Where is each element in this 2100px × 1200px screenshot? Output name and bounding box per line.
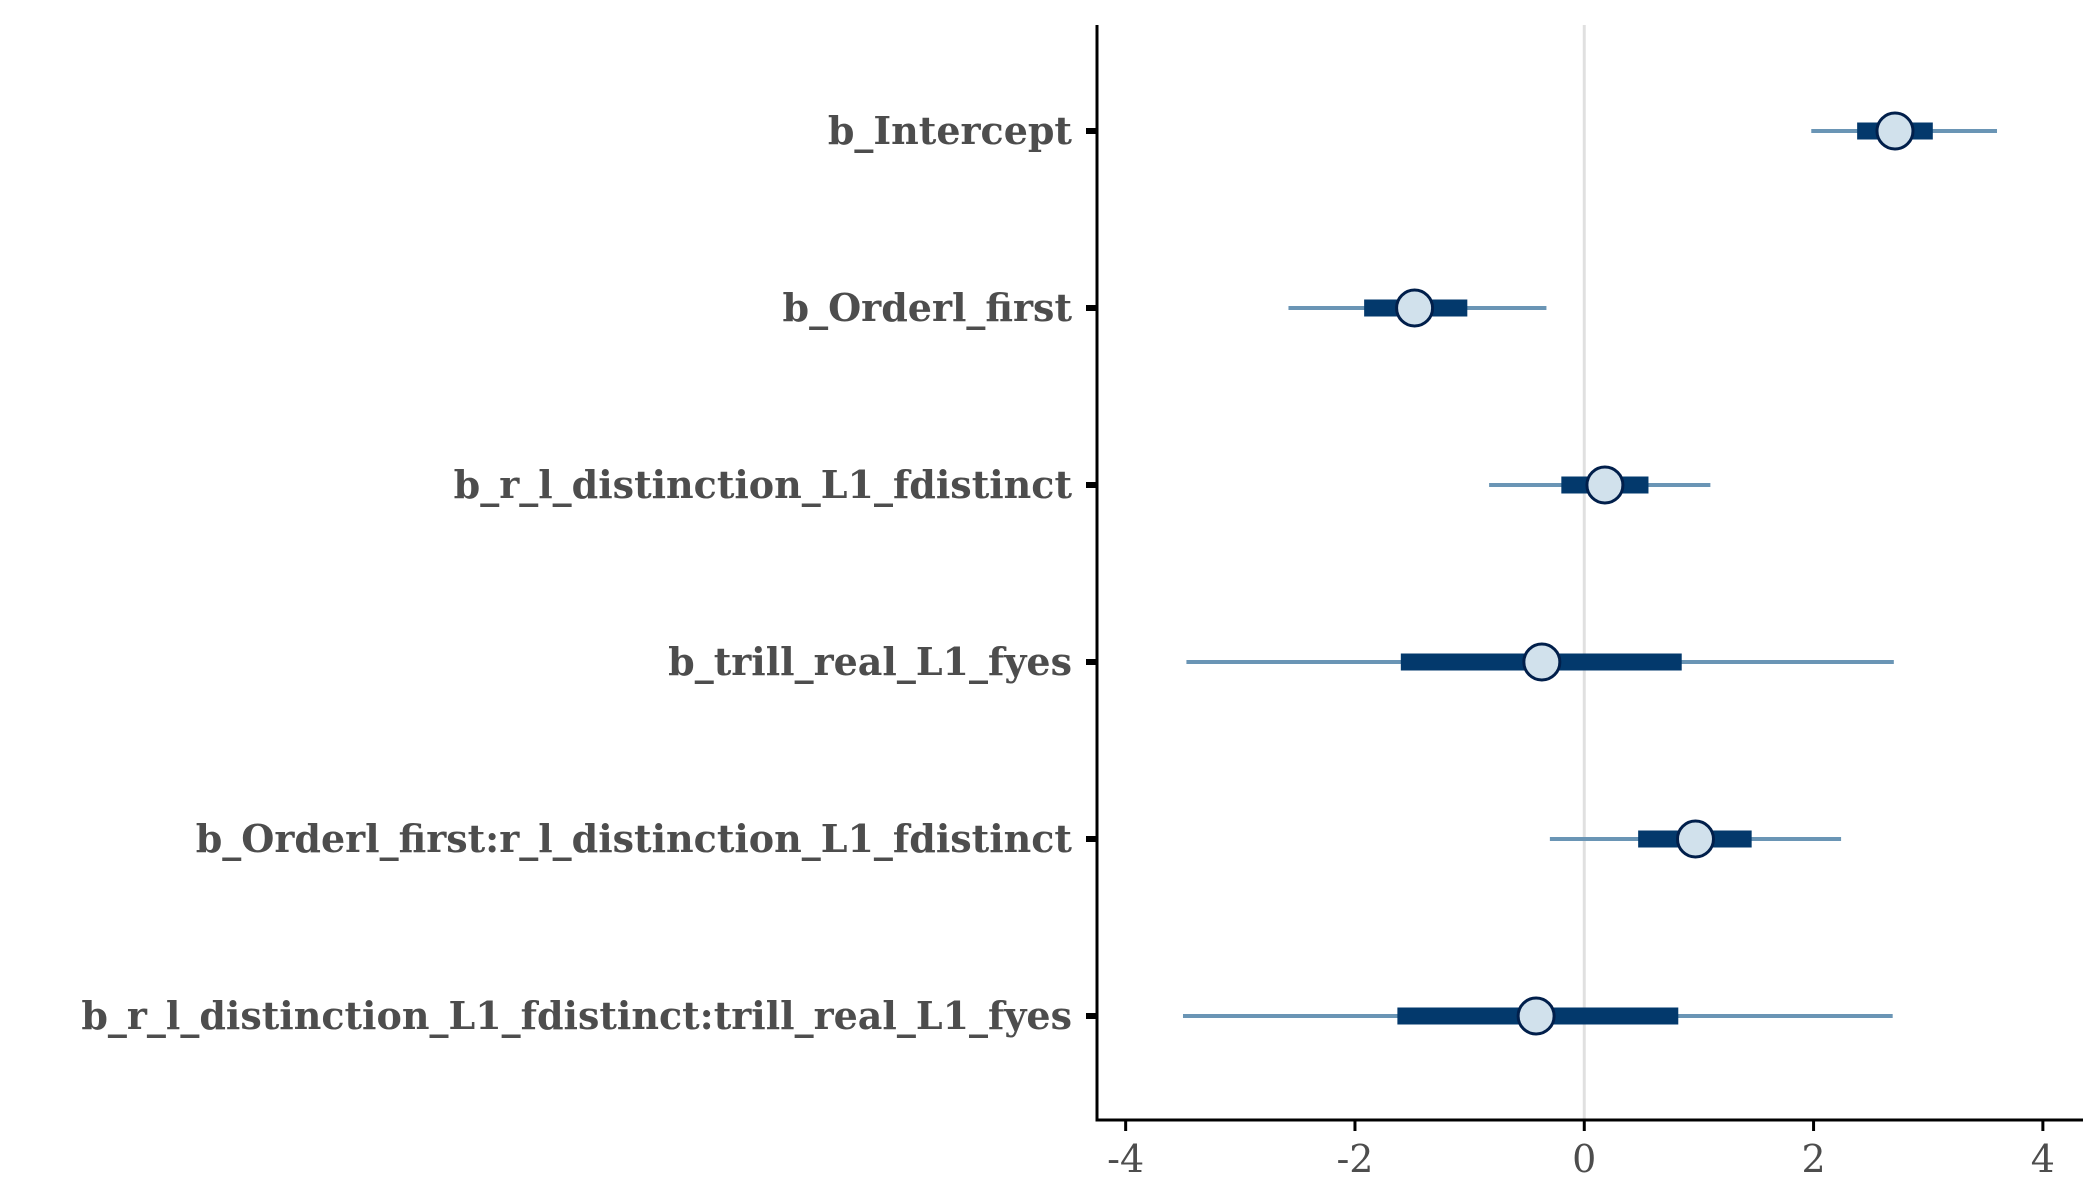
parameter-label: b_Orderl_first [783, 285, 1073, 330]
point-estimate [1875, 111, 1915, 151]
x-tick-label: 2 [1801, 1137, 1825, 1181]
parameter-label: b_Orderl_first:r_l_distinction_L1_fdisti… [196, 816, 1073, 861]
parameter-label: b_trill_real_L1_fyes [668, 639, 1072, 684]
parameter-label: b_r_l_distinction_L1_fdistinct [454, 462, 1073, 507]
parameter-label: b_Intercept [828, 108, 1073, 153]
label-layer: b_Intercept b_Orderl_first b_r_l_distincti… [81, 108, 1072, 1038]
point-estimate [1675, 819, 1715, 859]
x-tick-label: 4 [2031, 1137, 2055, 1181]
parameter-label: b_r_l_distinction_L1_fdistinct:trill_rea… [81, 993, 1072, 1038]
point-estimate [1585, 465, 1625, 505]
interval-layer [1182, 111, 1998, 1036]
point-estimate [1522, 642, 1562, 682]
x-tick-label: -4 [1107, 1137, 1144, 1181]
point-estimate [1516, 996, 1556, 1036]
x-tick-label: 0 [1572, 1137, 1596, 1181]
axis-layer: -4 -2 0 2 4 [1086, 25, 2083, 1181]
x-tick-label: -2 [1336, 1137, 1373, 1181]
point-estimate [1395, 288, 1435, 328]
